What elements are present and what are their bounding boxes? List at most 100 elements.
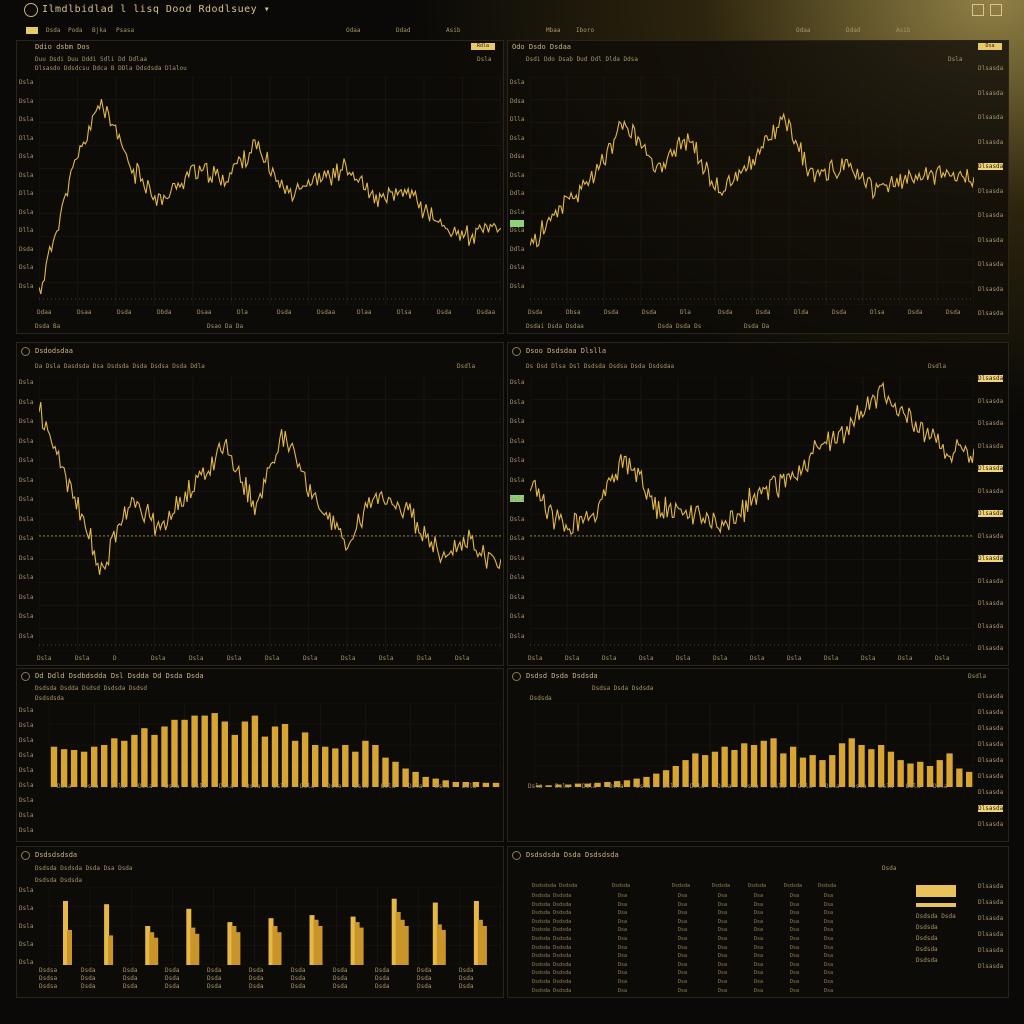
- right-axis-label: Dlsasda: [978, 261, 1004, 268]
- toolbar-item[interactable]: Bjka: [92, 27, 107, 34]
- panel-menu-icon[interactable]: [512, 347, 521, 356]
- bar: [145, 926, 151, 965]
- series-line: [39, 401, 501, 575]
- y-axis-label: Dsla: [510, 264, 525, 271]
- panel-badge: Dsla: [477, 56, 492, 63]
- right-axis-label: Dlsasda: [978, 465, 1004, 472]
- panel-footer: Dsda Da: [744, 323, 770, 330]
- line-chart[interactable]: [39, 77, 501, 305]
- bar: [858, 745, 865, 787]
- table-cell: Dsa: [790, 944, 800, 951]
- toolbar-item[interactable]: Iboro: [576, 27, 595, 34]
- panel-menu-icon[interactable]: [21, 672, 30, 681]
- bar: [171, 719, 178, 787]
- x-axis-label: Dsla: [246, 783, 261, 790]
- table-cell: Dsa: [678, 936, 688, 942]
- bar: [261, 736, 269, 787]
- bar: [350, 916, 356, 965]
- table-cell: Dsa: [618, 927, 628, 934]
- bar: [477, 919, 483, 965]
- bar: [291, 740, 299, 787]
- bar: [313, 919, 319, 965]
- toolbar-item[interactable]: Mbaa: [546, 27, 561, 34]
- toolbar-item[interactable]: Ddad: [396, 27, 411, 34]
- table-cell: Dsdsda Dsdsda: [532, 970, 572, 977]
- bar: [241, 721, 249, 787]
- y-axis-label: Dsla: [19, 457, 34, 464]
- panel-title: Ddio dsbm Dos: [35, 43, 90, 51]
- bar: [281, 724, 289, 787]
- y-axis-label: Dsla: [510, 593, 525, 601]
- toolbar-item[interactable]: Asib: [446, 27, 461, 34]
- y-axis-label: Dsla: [19, 535, 34, 542]
- panel-menu-icon[interactable]: [21, 851, 30, 860]
- panel-menu-icon[interactable]: [21, 347, 30, 356]
- x-axis-label: Dla: [680, 309, 691, 316]
- bar: [80, 751, 88, 787]
- line-chart[interactable]: [39, 377, 501, 651]
- x-axis-label: Dlaa: [357, 309, 372, 316]
- toolbar-item[interactable]: Dsda: [46, 27, 61, 34]
- y-axis-label: Dsla: [19, 437, 34, 445]
- y-axis-label: Dlla: [19, 190, 34, 197]
- x-axis-label: D: [113, 655, 117, 662]
- grouped-bar-chart[interactable]: [49, 887, 501, 965]
- table-header[interactable]: Dsdsdsda Dsdsda: [532, 883, 578, 889]
- x-axis-label: Dsda: [908, 309, 923, 316]
- panel-chip[interactable]: Rdla: [471, 43, 495, 50]
- panel-chip[interactable]: Dsa: [978, 43, 1002, 50]
- toolbar-item[interactable]: Odaa: [796, 27, 811, 34]
- y-axis-label: Dsla: [510, 227, 525, 234]
- panel-menu-icon[interactable]: [512, 672, 521, 681]
- panel-title: Dsdodsdaa: [35, 347, 73, 355]
- toolbar-item[interactable]: Asib: [896, 27, 911, 34]
- table-header[interactable]: Dsdsda: [672, 883, 691, 889]
- x-axis-label: Dlda: [794, 309, 809, 316]
- bar: [452, 782, 459, 787]
- toolbar-item[interactable]: Poda: [68, 27, 83, 34]
- bar-chart[interactable]: [49, 703, 501, 787]
- panel-badge: Dsda: [882, 865, 897, 872]
- clipboard-icon[interactable]: [990, 4, 1002, 16]
- app-title: Ilmdlbidlad l lisq Dood Rdodlsuey ▾: [42, 4, 271, 15]
- bar-chart[interactable]: [534, 703, 974, 787]
- y-axis-label: Dsla: [19, 476, 34, 484]
- x-axis-label: Dsaa: [77, 309, 92, 316]
- toolbar-item[interactable]: Psasa: [116, 27, 135, 34]
- gear-icon[interactable]: [972, 4, 984, 16]
- table-cell: Dsa: [824, 970, 834, 977]
- panel-legend: Dsdsda Dsdsda: [35, 877, 82, 884]
- right-axis-label: Dlsasda: [978, 773, 1004, 780]
- table-header[interactable]: Dsdsda: [612, 883, 631, 889]
- panel-menu-icon[interactable]: [512, 851, 521, 860]
- panel-subtitle: Duu Dsdi Duu Dddi Sdli Dd Ddlaa: [35, 56, 147, 63]
- x-axis-label: Dsla: [861, 655, 876, 662]
- bar: [432, 778, 439, 787]
- table-cell: Dsa: [754, 901, 764, 908]
- toolbar-item[interactable]: Ddad: [846, 27, 861, 34]
- table-header[interactable]: Dsdsda: [748, 883, 767, 889]
- right-axis-label: Dlsasda: [978, 645, 1004, 652]
- y-axis-label: Dsla: [19, 398, 34, 406]
- bar: [436, 924, 442, 965]
- summary-bar: [916, 885, 956, 897]
- series-line: [530, 381, 974, 536]
- table-header[interactable]: Dsdsda: [784, 883, 803, 889]
- group-label: Dsda: [207, 983, 222, 990]
- bar: [332, 748, 339, 787]
- toolbar-active-indicator[interactable]: [26, 27, 38, 34]
- x-axis-label: Dsla: [227, 655, 242, 662]
- bar: [342, 745, 349, 787]
- line-chart-svg: [39, 377, 501, 651]
- table-cell: Dsa: [790, 970, 800, 977]
- y-axis-label: Ddla: [510, 190, 525, 197]
- bar: [672, 766, 679, 787]
- right-axis-label: Dlsasda: [978, 310, 1004, 317]
- line-chart[interactable]: [530, 377, 974, 651]
- line-chart[interactable]: [530, 77, 974, 305]
- table-header[interactable]: Dsdsda: [712, 883, 731, 889]
- x-axis-label: Dsla: [528, 783, 543, 790]
- table-cell: Dsa: [790, 953, 800, 960]
- table-header[interactable]: Dsdsda: [818, 883, 837, 889]
- toolbar-item[interactable]: Odaa: [346, 27, 361, 34]
